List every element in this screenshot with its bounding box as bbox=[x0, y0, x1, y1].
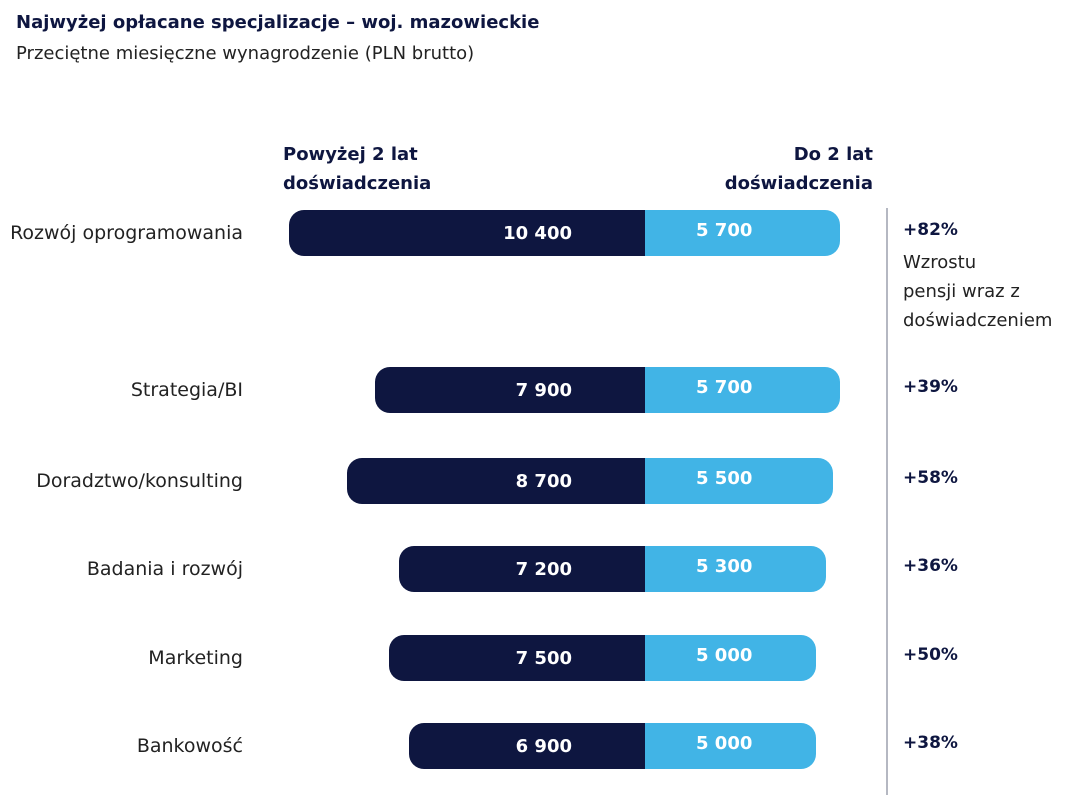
value-label: 5 000 bbox=[696, 645, 753, 666]
bar bbox=[289, 210, 645, 256]
value-label: 7 500 bbox=[515, 648, 572, 669]
growth-label: +39% bbox=[903, 377, 958, 397]
category-label: Marketing bbox=[148, 647, 243, 669]
chart-title: Najwyżej opłacane specjalizacje – woj. m… bbox=[16, 12, 540, 33]
growth-label: +50% bbox=[903, 645, 958, 665]
bar bbox=[645, 458, 834, 504]
value-label: 6 900 bbox=[515, 736, 572, 757]
bar bbox=[645, 367, 840, 413]
bar bbox=[409, 723, 645, 769]
value-label: 5 700 bbox=[696, 377, 753, 398]
growth-label: +82% bbox=[903, 220, 958, 240]
value-label: 10 400 bbox=[503, 223, 572, 244]
bar bbox=[388, 635, 645, 681]
bar bbox=[398, 546, 645, 592]
bar bbox=[645, 210, 840, 256]
bar bbox=[645, 723, 816, 769]
bar bbox=[374, 367, 645, 413]
legend-entry: Do 2 lat doświadczenia bbox=[724, 144, 873, 194]
category-label: Strategia/BI bbox=[130, 379, 243, 401]
separator bbox=[886, 208, 888, 795]
value-label: 7 900 bbox=[515, 380, 572, 401]
growth-label: +38% bbox=[903, 733, 958, 753]
value-label: 7 200 bbox=[515, 559, 572, 580]
value-label: 5 000 bbox=[696, 733, 753, 754]
growth-label: +36% bbox=[903, 556, 958, 576]
category-label: Badania i rozwój bbox=[86, 558, 243, 580]
value-label: 8 700 bbox=[515, 471, 572, 492]
category-label: Doradztwo/konsulting bbox=[36, 470, 243, 492]
legend-entry: Powyżej 2 lat doświadczenia bbox=[283, 144, 432, 194]
bar bbox=[645, 546, 827, 592]
annotation: Wzrostu pensji wraz z doświadczeniem bbox=[903, 252, 1053, 331]
value-label: 5 700 bbox=[696, 220, 753, 241]
value-label: 5 300 bbox=[696, 556, 753, 577]
chart-subtitle: Przeciętne miesięczne wynagrodzenie (PLN… bbox=[16, 43, 475, 64]
value-label: 5 500 bbox=[696, 468, 753, 489]
category-label: Bankowość bbox=[136, 735, 243, 757]
growth-label: +58% bbox=[903, 468, 958, 488]
bar bbox=[645, 635, 816, 681]
bar bbox=[347, 458, 645, 504]
category-label: Rozwój oprogramowania bbox=[10, 222, 243, 244]
